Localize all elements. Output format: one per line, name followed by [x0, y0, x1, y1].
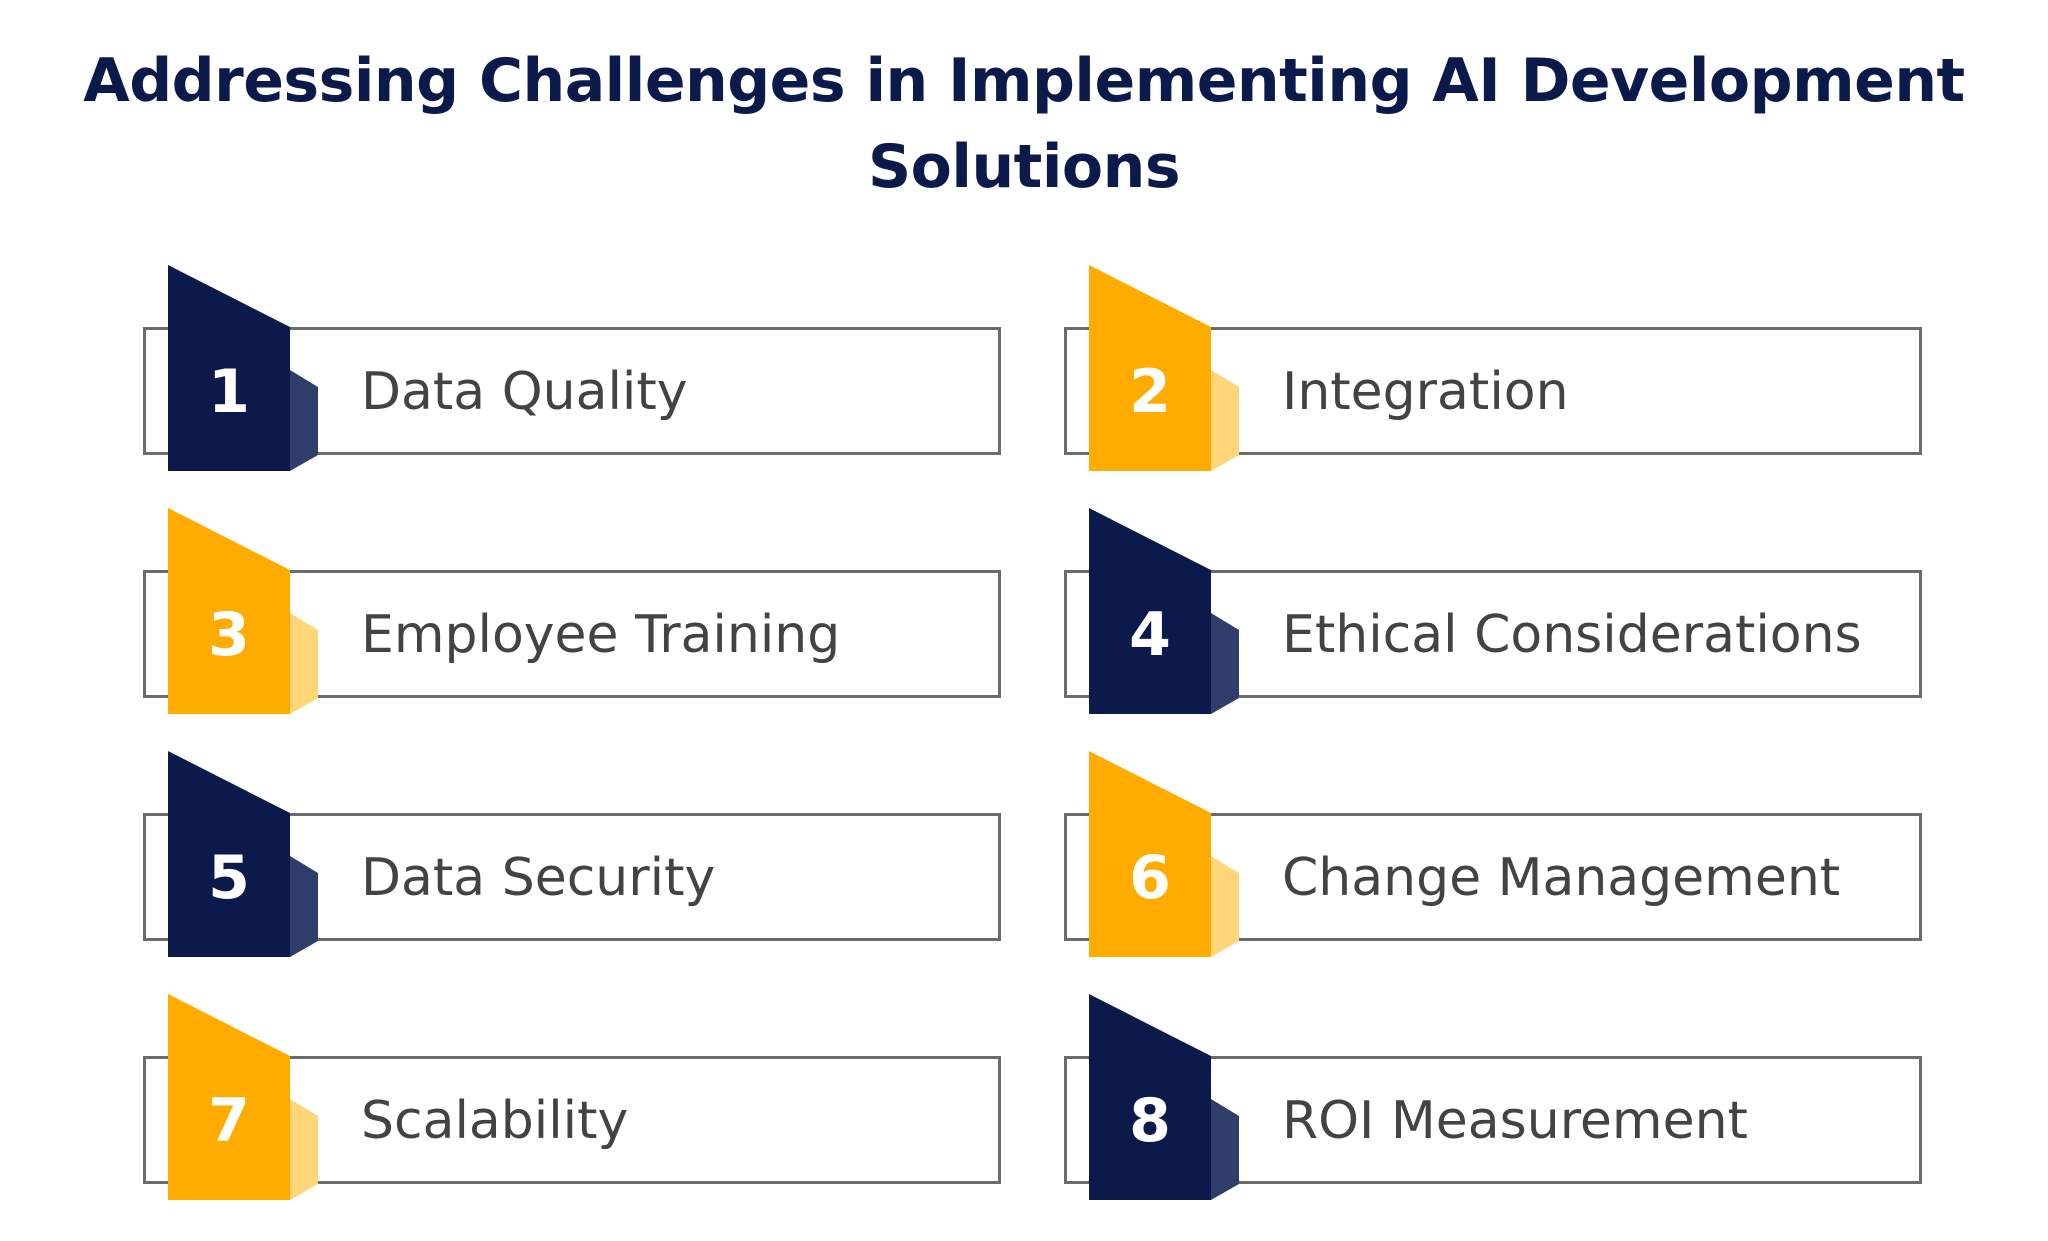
title-line-1: Addressing Challenges in Implementing AI… [83, 46, 1965, 116]
badge-shape [1089, 751, 1239, 957]
title-line-2: Solutions [867, 132, 1181, 202]
item-label: Data Quality [361, 362, 688, 422]
page-title: Addressing Challenges in Implementing AI… [0, 38, 2048, 210]
item-label: Scalability [361, 1091, 629, 1151]
item-label: Change Management [1282, 848, 1841, 908]
badge-shape [168, 265, 318, 471]
item-number: 7 [208, 1086, 250, 1156]
challenge-item-5: 5 Data Security [143, 751, 1001, 959]
challenge-item-8: 8 ROI Measurement [1064, 994, 1922, 1202]
badge-shape [168, 751, 318, 957]
item-label: Employee Training [361, 605, 841, 665]
challenge-item-2: 2 Integration [1064, 265, 1922, 473]
item-number: 5 [208, 843, 250, 913]
challenge-item-6: 6 Change Management [1064, 751, 1922, 959]
item-label: Data Security [361, 848, 716, 908]
badge-shape [168, 508, 318, 714]
badge-shape [1089, 265, 1239, 471]
item-label: Integration [1282, 362, 1569, 422]
item-number: 4 [1129, 600, 1171, 670]
item-number: 2 [1129, 357, 1171, 427]
item-label: Ethical Considerations [1282, 605, 1862, 665]
challenge-item-1: 1 Data Quality [143, 265, 1001, 473]
item-number: 1 [208, 357, 250, 427]
challenge-item-4: 4 Ethical Considerations [1064, 508, 1922, 716]
challenge-item-3: 3 Employee Training [143, 508, 1001, 716]
challenge-item-7: 7 Scalability [143, 994, 1001, 1202]
item-number: 8 [1129, 1086, 1171, 1156]
badge-shape [1089, 508, 1239, 714]
badge-shape [1089, 994, 1239, 1200]
badge-shape [168, 994, 318, 1200]
item-number: 6 [1129, 843, 1171, 913]
item-label: ROI Measurement [1282, 1091, 1748, 1151]
item-number: 3 [208, 600, 250, 670]
